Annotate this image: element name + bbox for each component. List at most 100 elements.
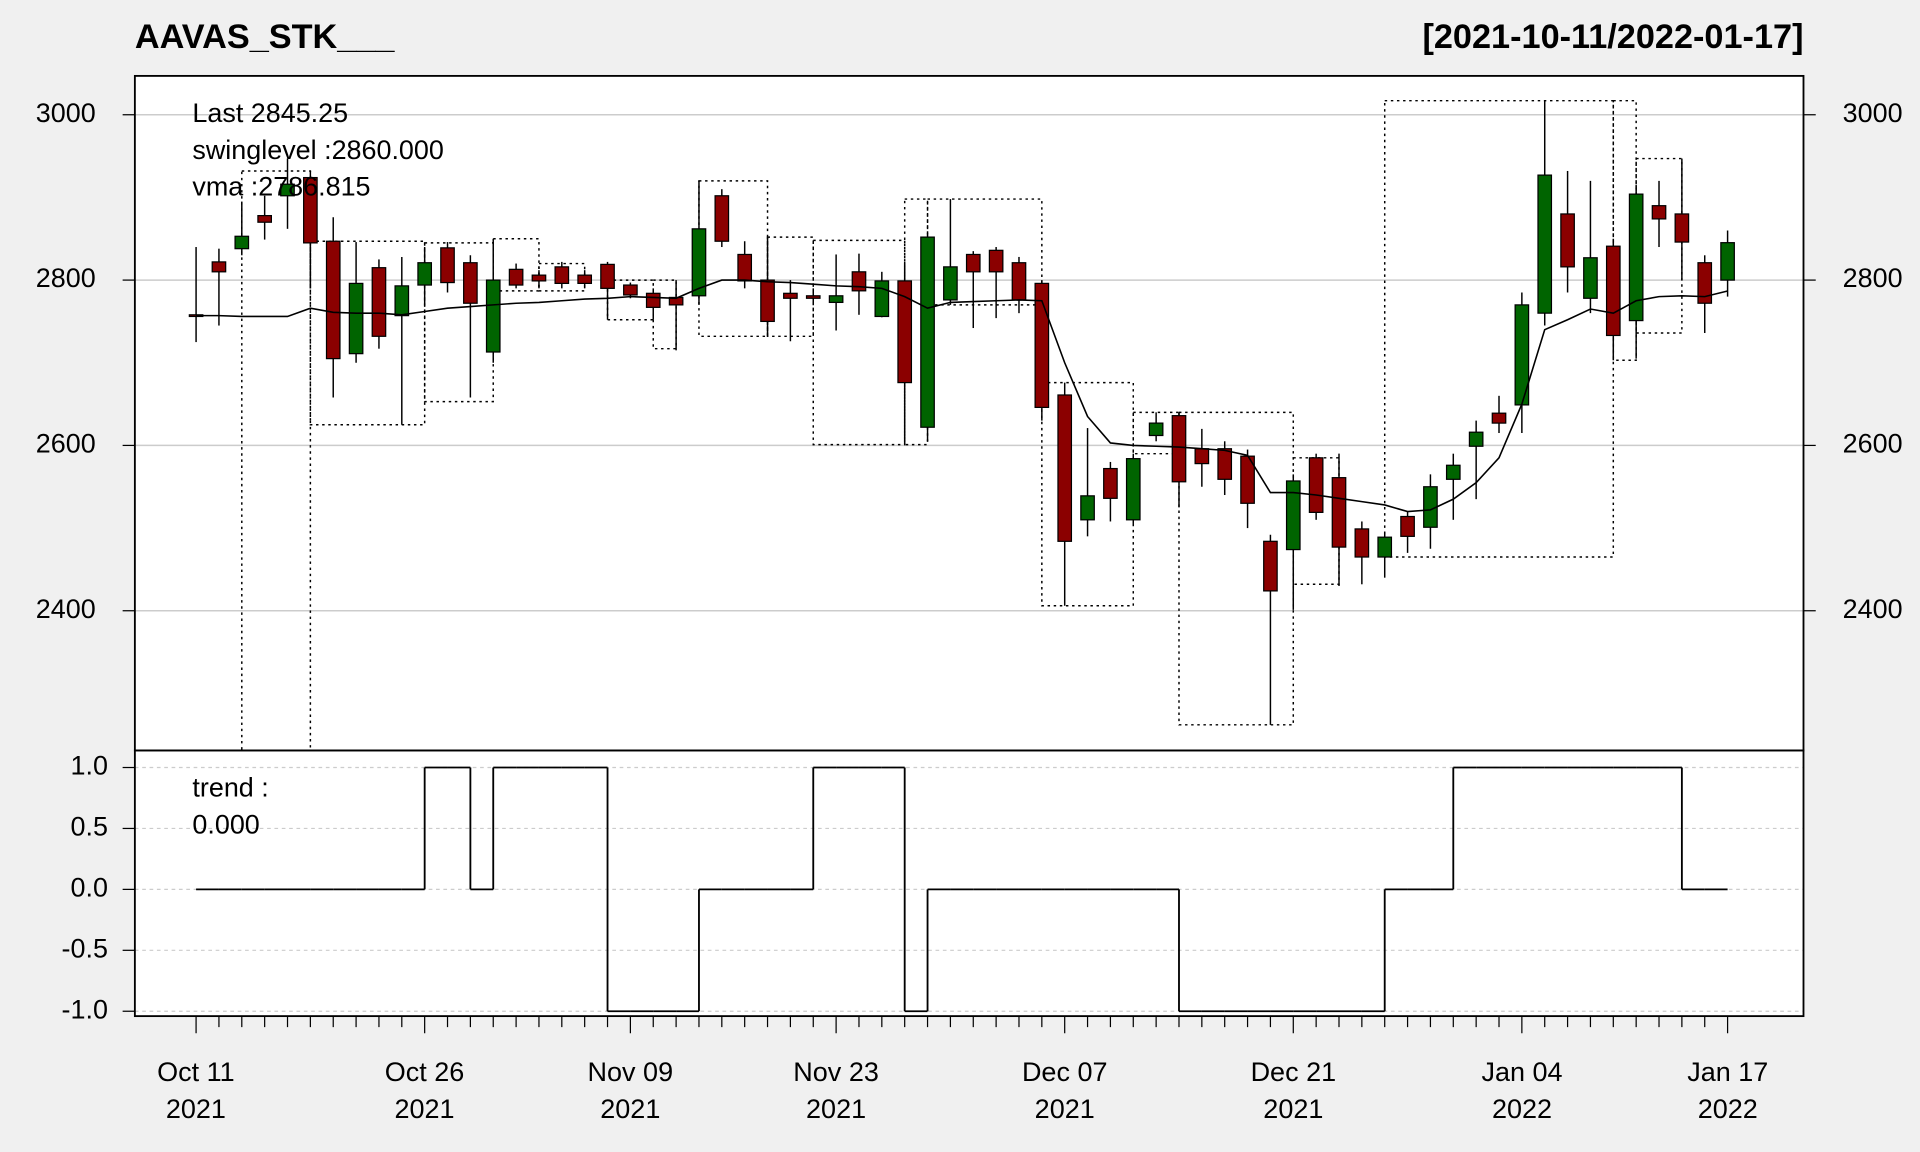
candle-body (851, 271, 867, 292)
candle-body (394, 285, 410, 317)
candle-body (828, 295, 844, 304)
candle-body (417, 262, 433, 286)
candle-body (1103, 467, 1118, 499)
candle-body (1034, 282, 1050, 409)
trend-frame (133, 749, 1805, 1018)
candle-body (577, 274, 593, 285)
candle-body (988, 249, 1004, 273)
candle-body (645, 292, 661, 308)
candle-body (1194, 448, 1210, 465)
candle-body (440, 247, 455, 284)
price-panel (134, 75, 1804, 751)
candle-body (1377, 536, 1393, 558)
trend-value: 0.000 (192, 809, 259, 839)
y2-tick-label: 3000 (1843, 98, 1903, 128)
candle-body (805, 295, 821, 299)
y2-tick-label: 2400 (1843, 594, 1903, 624)
candle-body (1308, 457, 1324, 513)
candle-body (1605, 245, 1621, 337)
x-tick-label: Nov 23 2021 (793, 1057, 879, 1124)
y2-tick-label: 2800 (1843, 263, 1903, 293)
trend-label: trend : (192, 773, 268, 803)
swing-box (1132, 411, 1180, 455)
x-tick-label: Oct 11 2021 (157, 1057, 235, 1124)
vma-line (196, 279, 1728, 513)
candle-body (874, 280, 890, 318)
x-tick-label: Jan 04 2022 (1481, 1057, 1563, 1124)
candle-body (1331, 477, 1347, 548)
candle-body (348, 282, 364, 355)
candle-body (1354, 528, 1370, 558)
y-tick-label: 2800 (36, 263, 96, 293)
swing-box (698, 180, 769, 338)
y-tick-label: 0.5 (70, 812, 107, 842)
candle-body (714, 195, 730, 242)
candle-body (920, 236, 935, 428)
x-tick-label: Jan 17 2022 (1687, 1057, 1769, 1124)
chart-subtitle: [2021-10-11/2022-01-17] (1422, 18, 1803, 56)
vma-annotation: vma :2786.815 (192, 172, 370, 202)
candle-body (1263, 540, 1278, 592)
candle-body (1468, 431, 1484, 447)
candle-body (1057, 394, 1073, 542)
candle-body (760, 279, 775, 323)
last-annotation: Last 2845.25 (192, 98, 348, 128)
candle-body (463, 262, 478, 304)
y-tick-label: 2400 (36, 594, 96, 624)
candle-body (1285, 480, 1301, 551)
trend-panel (134, 750, 1804, 1017)
y-tick-label: 0.0 (70, 872, 107, 902)
y-tick-label: -0.5 (62, 933, 108, 963)
swing-box (309, 240, 426, 426)
candle-body (1125, 458, 1141, 521)
candle-body (257, 214, 273, 223)
y-tick-label: 3000 (36, 98, 96, 128)
candle-body (1171, 415, 1187, 483)
swinglevel-annotation: swinglevel :2860.000 (192, 135, 443, 165)
candle-body (691, 228, 707, 297)
candle-body (1583, 257, 1598, 299)
candle-body (1720, 242, 1735, 281)
candle-body (1445, 464, 1461, 480)
candle-body (1651, 205, 1667, 220)
candle-body (737, 253, 753, 282)
x-tick-label: Dec 21 2021 (1250, 1057, 1337, 1124)
y-tick-label: -1.0 (62, 994, 108, 1024)
candle-body (1080, 495, 1095, 521)
y-tick-label: 1.0 (70, 751, 107, 781)
candle-body (600, 263, 615, 289)
x-tick-label: Oct 26 2021 (384, 1057, 465, 1124)
candle-body (1011, 262, 1027, 301)
candle-body (303, 176, 318, 244)
candle-body (1217, 448, 1233, 480)
candle-body (1560, 213, 1575, 268)
candle-body (485, 279, 501, 353)
y2-tick-label: 2600 (1843, 429, 1903, 459)
y-tick-label: 2600 (36, 429, 96, 459)
candle-body (943, 266, 958, 301)
candle-body (325, 240, 341, 360)
candle-body (965, 253, 981, 273)
candle-body (897, 280, 913, 384)
candle-body (1491, 412, 1507, 424)
candle-body (211, 261, 227, 273)
candle-body (1628, 193, 1644, 322)
candle-body (1537, 174, 1553, 314)
candle-body (1697, 262, 1713, 304)
candle-body (1400, 515, 1415, 537)
x-tick-label: Nov 09 2021 (587, 1057, 674, 1124)
candle-body (623, 284, 638, 296)
candle-body (783, 292, 798, 299)
candle-body (371, 267, 387, 337)
candle-body (1148, 422, 1164, 437)
candle-body (554, 266, 570, 285)
x-tick-label: Dec 07 2021 (1021, 1057, 1108, 1124)
candle-body (531, 274, 547, 282)
candle-body (1674, 213, 1690, 243)
candle-body (234, 235, 250, 250)
candle-body (508, 268, 524, 286)
chart-title: AAVAS_STK___ (135, 18, 396, 56)
marks (188, 100, 1735, 1013)
